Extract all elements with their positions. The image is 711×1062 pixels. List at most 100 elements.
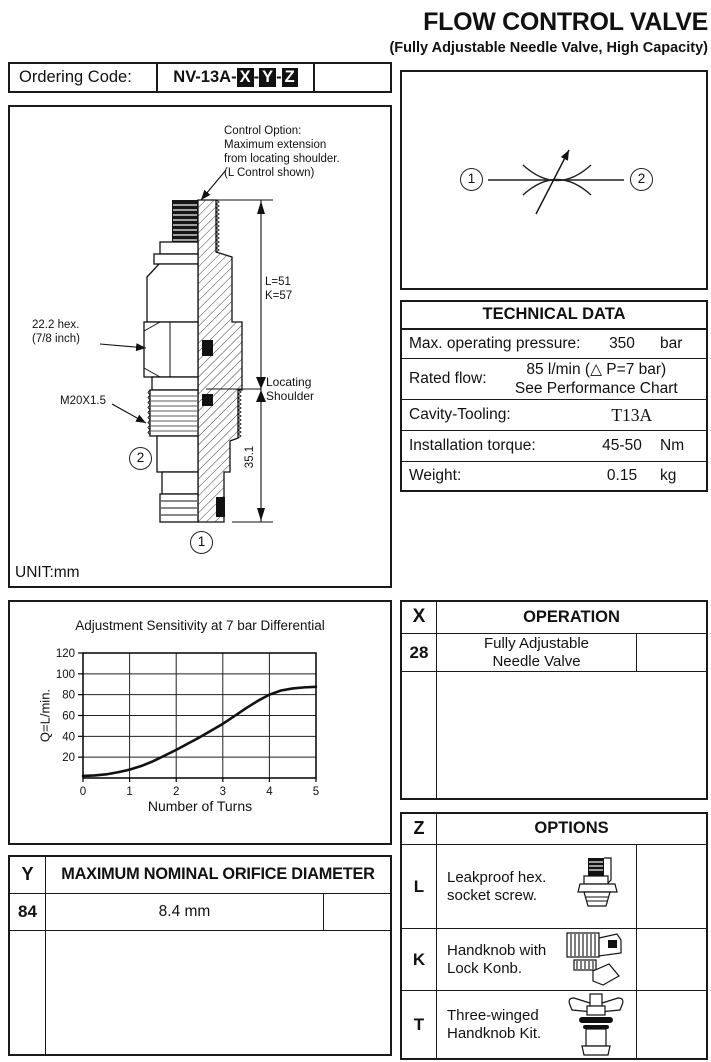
empty-cell <box>402 672 437 798</box>
dim-height-label: 35.1 <box>244 445 256 469</box>
empty-cell <box>324 894 390 930</box>
handknob-icon <box>556 931 636 989</box>
control-option-note: Control Option: Maximum extension from l… <box>224 124 340 180</box>
option-line: socket screw. <box>447 886 538 904</box>
shoulder-arrow-bottom <box>256 390 266 402</box>
operation-line: Fully Adjustable <box>483 634 590 652</box>
option-row-t: T Three-winged Handknob Kit. <box>402 991 706 1058</box>
svg-text:4: 4 <box>266 786 273 798</box>
row-label: Cavity-Tooling: <box>409 406 511 423</box>
port-2-callout: 2 <box>129 447 152 470</box>
row-label: Rated flow: <box>409 370 487 387</box>
rated-flow-note: See Performance Chart <box>514 380 678 397</box>
operation-code: 28 <box>402 634 437 671</box>
svg-text:20: 20 <box>62 752 75 764</box>
dim-l-k-label: L=51 K=57 <box>265 275 292 303</box>
handknob-drawing <box>566 931 622 986</box>
ordering-code-label: Ordering Code: <box>10 64 158 91</box>
hex-size-line: (7/8 inch) <box>32 333 80 345</box>
technical-data-title: TECHNICAL DATA <box>402 302 706 329</box>
code-sep: - <box>276 68 282 86</box>
control-option-line: Control Option: <box>224 125 302 137</box>
empty-cell <box>637 845 706 928</box>
ordering-code-empty-cell <box>315 64 390 91</box>
dim-k: K=57 <box>265 290 293 302</box>
orifice-code: 84 <box>10 894 46 930</box>
stem-threads <box>173 204 197 241</box>
svg-text:2: 2 <box>173 786 179 798</box>
empty-cell <box>46 931 390 1054</box>
bonnet <box>146 263 199 323</box>
row-label: Installation torque: <box>409 437 536 454</box>
adjust-stem <box>172 200 198 242</box>
svg-text:120: 120 <box>56 648 75 660</box>
svg-text:3: 3 <box>220 786 226 798</box>
svg-text:80: 80 <box>62 690 75 702</box>
code-prefix: NV-13A <box>173 68 232 86</box>
svg-text:40: 40 <box>62 731 75 743</box>
option-cell: Three-winged Handknob Kit. <box>437 991 637 1058</box>
row-unit: bar <box>660 335 683 352</box>
thread-leader <box>111 403 147 424</box>
hex-leader <box>99 343 147 352</box>
chart-title: Adjustment Sensitivity at 7 bar Differen… <box>75 618 325 633</box>
svg-text:0: 0 <box>80 786 86 798</box>
code-sep: - <box>253 68 260 86</box>
symbol-port-2: 2 <box>630 168 653 191</box>
orifice-table: Y MAXIMUM NOMINAL ORIFICE DIAMETER 84 8.… <box>8 855 392 1056</box>
washer <box>153 253 199 265</box>
table-row: Installation torque: 45-50 Nm <box>402 430 706 461</box>
column-z-header: Z <box>402 814 437 844</box>
socket-screw-icon <box>556 856 636 918</box>
empty-cell <box>637 991 706 1058</box>
locating-line: Locating <box>266 375 312 389</box>
orifice-title: MAXIMUM NOMINAL ORIFICE DIAMETER <box>61 865 375 883</box>
body-thread-profile <box>237 389 242 439</box>
chart-svg: 0 1 2 3 4 5 20 40 60 80 100 120 <box>56 648 319 798</box>
control-option-line: from locating shoulder. <box>224 153 340 165</box>
socket-screw-drawing <box>577 856 618 907</box>
options-table: Z OPTIONS L Leakproof hex. socket screw. <box>400 812 708 1060</box>
code-z: Z <box>281 68 298 87</box>
rated-flow-value: 85 l/min (△ P=7 bar) <box>526 360 667 378</box>
table-row: 28 Fully Adjustable Needle Valve <box>402 634 706 672</box>
column-y-header: Y <box>10 857 46 893</box>
dimensional-drawing-box: Control Option: Maximum extension from l… <box>8 105 392 588</box>
code-y: Y <box>259 68 277 87</box>
table-row: Max. operating pressure: 350 bar <box>402 329 706 358</box>
row-label: Max. operating pressure: <box>409 335 581 352</box>
o-ring-seal <box>202 340 213 356</box>
row-value: 350 <box>609 335 635 352</box>
option-line: Handknob Kit. <box>447 1024 542 1042</box>
operation-description: Fully Adjustable Needle Valve <box>437 635 636 671</box>
svg-text:100: 100 <box>56 669 75 681</box>
option-row-k: K Handknob with Lock Konb. <box>402 929 706 991</box>
locknut <box>159 241 199 255</box>
operation-cell: Fully Adjustable Needle Valve <box>437 634 637 671</box>
empty-cell <box>437 672 706 798</box>
three-winged-handknob-drawing <box>568 992 624 1056</box>
orifice-value: 8.4 mm <box>46 894 324 930</box>
code-x: X <box>236 68 254 87</box>
page-subtitle: (Fully Adjustable Needle Valve, High Cap… <box>389 40 708 56</box>
option-cell: Handknob with Lock Konb. <box>437 929 637 990</box>
base-ribs <box>161 500 197 516</box>
hex-size-line: 22.2 hex. <box>32 319 80 331</box>
option-cell: Leakproof hex. socket screw. <box>437 845 637 928</box>
stem-thread-profile <box>215 199 220 253</box>
ordering-code-box: Ordering Code: NV-13A- X - Y - Z <box>8 62 392 93</box>
row-label: Weight: <box>409 467 462 484</box>
svg-text:1: 1 <box>126 786 132 798</box>
lower-body <box>156 435 199 473</box>
option-code: T <box>402 991 437 1058</box>
technical-data-table: TECHNICAL DATA Max. operating pressure: … <box>400 300 708 492</box>
control-option-leader <box>200 169 227 201</box>
empty-row <box>402 672 706 798</box>
option-line: Three-winged <box>447 1006 539 1024</box>
chart-x-axis-label: Number of Turns <box>147 798 253 814</box>
shoulder-arrow-top <box>256 377 266 389</box>
dim-arrow-down <box>257 508 265 521</box>
thread-size-label: M20X1.5 <box>60 395 107 407</box>
empty-cell <box>637 634 706 671</box>
row-value: T13A <box>611 404 653 425</box>
